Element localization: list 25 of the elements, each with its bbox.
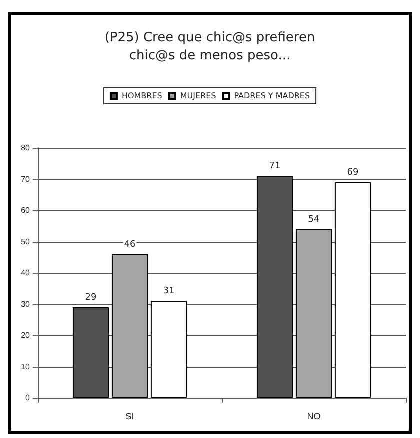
y-tick-label: 80	[21, 144, 31, 152]
y-tick-label: 30	[21, 300, 31, 309]
y-tick-label: 10	[21, 362, 31, 372]
y-tick-label: 60	[21, 206, 31, 215]
bar	[334, 182, 372, 398]
data-label: 29	[85, 292, 98, 303]
y-tick-label: 0	[26, 394, 31, 402]
y-tick-label: 50	[21, 237, 31, 246]
chart-title: (P25) Cree que chic@s prefieren chic@s de menos peso...	[104, 30, 316, 64]
data-label: 46	[124, 240, 136, 250]
legend-label: MUJERES	[180, 92, 216, 100]
data-label: 54	[308, 214, 320, 225]
bar	[150, 301, 188, 398]
x-tick-label: SI	[126, 412, 134, 422]
y-tick-label: 40	[21, 268, 31, 278]
data-label: 69	[347, 168, 359, 178]
y-tick-label: 70	[21, 174, 31, 184]
y-tick-label: 20	[21, 331, 31, 340]
legend-label: PADRES Y MADRES	[234, 92, 310, 100]
data-label: 71	[269, 162, 281, 172]
bar	[112, 254, 148, 398]
x-tick-label: NO	[307, 412, 321, 422]
legend-label: HOMBRES	[122, 92, 162, 100]
data-label: 31	[163, 286, 175, 297]
bar	[296, 229, 332, 398]
